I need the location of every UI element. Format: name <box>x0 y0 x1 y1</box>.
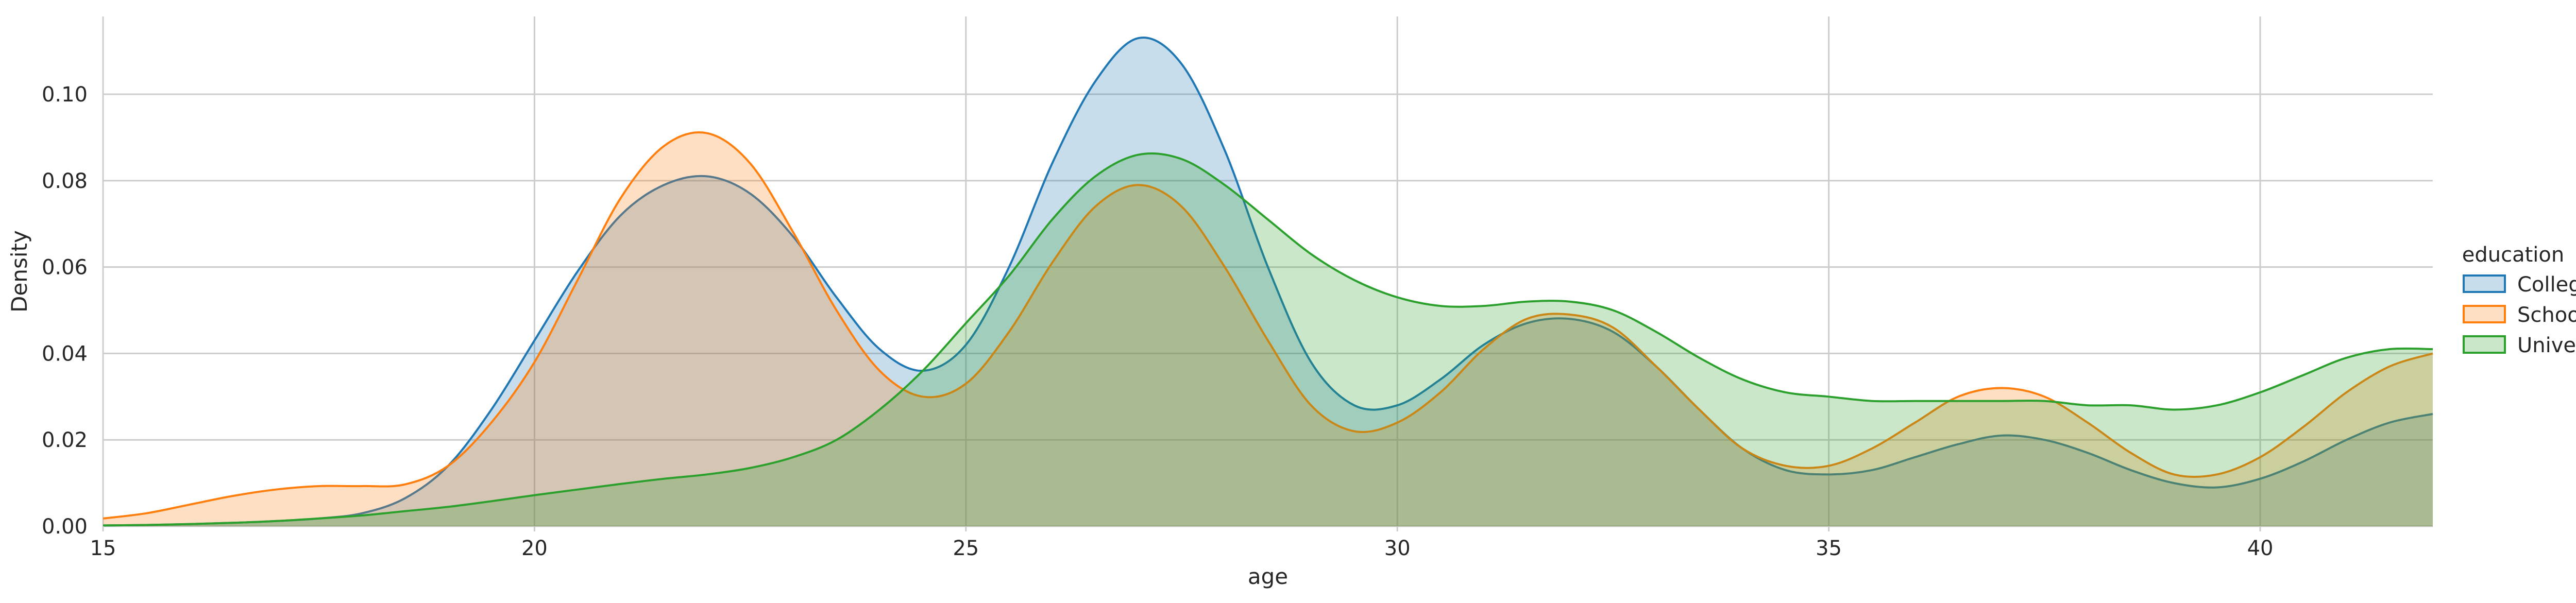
x-tick-label: 35 <box>1816 537 1842 560</box>
x-axis-label: age <box>1248 564 1288 589</box>
college-area <box>103 38 2433 526</box>
x-tick-label: 30 <box>1384 537 1411 560</box>
legend: education College School University <box>2462 243 2576 357</box>
y-tick-label: 0.04 <box>42 342 88 366</box>
x-tick-label: 25 <box>953 537 979 560</box>
school-area <box>103 132 2433 527</box>
series-layer <box>103 37 2433 527</box>
y-tick-label: 0.08 <box>42 169 88 193</box>
y-tick-label: 0.00 <box>42 515 88 539</box>
y-tick-label: 0.10 <box>42 83 88 107</box>
legend-swatch-school <box>2463 305 2506 323</box>
y-axis-label: Density <box>7 230 32 313</box>
legend-title: education <box>2462 243 2564 267</box>
tick-labels: 15 20 25 30 35 40 0.00 0.02 0.04 0.06 0.08 0.10 <box>42 83 2274 560</box>
axes-spines <box>102 16 2433 527</box>
x-tick-label: 40 <box>2247 537 2274 560</box>
legend-label-university: University <box>2517 334 2576 357</box>
university-line <box>103 152 2433 527</box>
grid <box>103 16 2433 526</box>
legend-label-college: College <box>2517 273 2576 297</box>
legend-items: College School University <box>2463 273 2576 357</box>
school-line <box>103 131 2433 520</box>
y-tick-label: 0.06 <box>42 256 88 280</box>
university-area <box>103 153 2433 526</box>
x-tick-label: 20 <box>521 537 548 560</box>
x-tick-label: 15 <box>90 537 116 560</box>
legend-label-school: School <box>2517 303 2576 327</box>
y-tick-label: 0.02 <box>42 428 88 452</box>
legend-swatch-college <box>2463 274 2506 293</box>
college-line <box>103 37 2433 527</box>
legend-swatch-university <box>2463 335 2506 354</box>
